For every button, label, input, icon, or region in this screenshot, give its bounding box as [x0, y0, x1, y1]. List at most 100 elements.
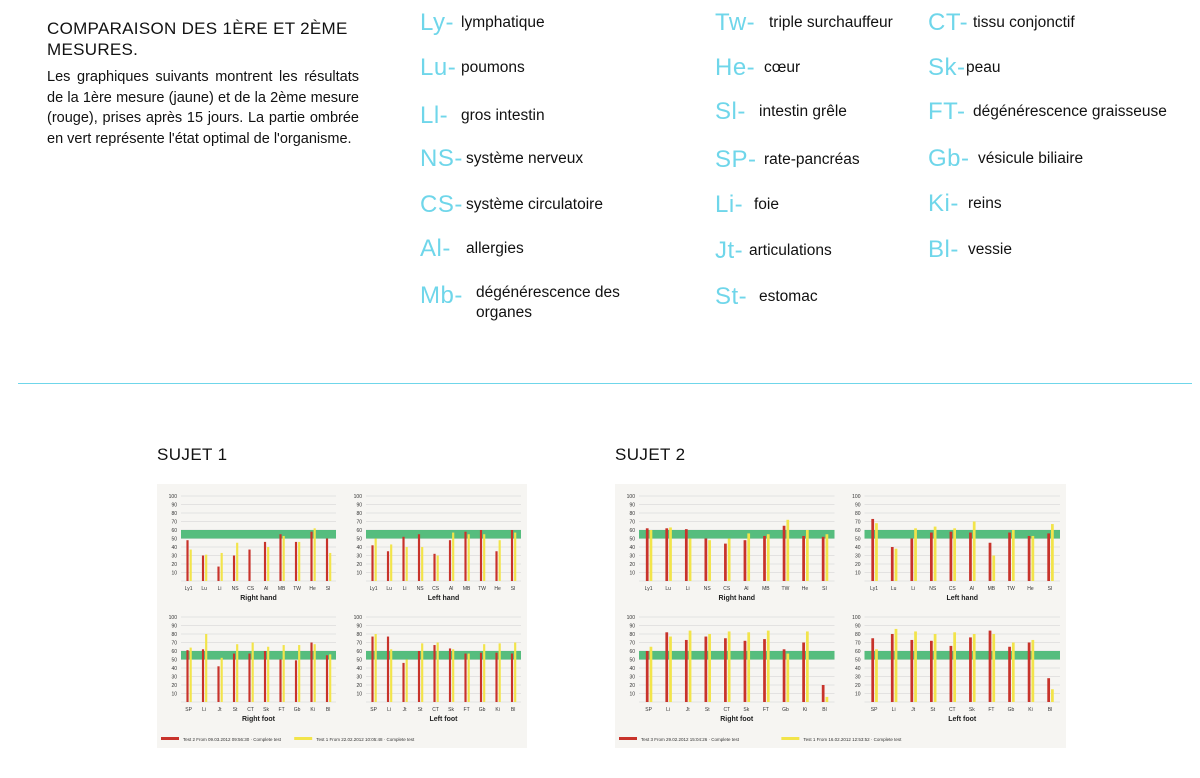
y-tick-label: 90 [855, 624, 861, 630]
bar-yellow [766, 630, 770, 702]
y-tick-label: 50 [855, 537, 861, 543]
y-tick-label: 20 [629, 683, 635, 689]
subject-2-chart: 10 20 30 40 50 60 70 80 90 100 Ly1 Lu Li NS CS Al MB TW He… [615, 484, 1066, 748]
bar-red [645, 528, 649, 581]
bar-yellow [452, 649, 455, 702]
chart-panel: 10 20 30 40 50 60 70 80 90 100 Ly1 Lu Li NS CS Al MB TW He… [169, 494, 336, 602]
x-tick-label: Lu [665, 586, 671, 592]
bar-yellow [282, 535, 285, 581]
bar-red [495, 551, 498, 581]
bar-yellow [766, 534, 770, 581]
x-tick-label: St [705, 707, 710, 713]
x-tick-label: Lu [386, 586, 392, 592]
bar-red [871, 518, 875, 581]
x-tick-label: He [1027, 586, 1034, 592]
legend-abbr: Jt- [715, 237, 744, 264]
x-tick-label: Ki [1028, 707, 1032, 713]
legend-swatch [294, 737, 313, 740]
bar-yellow [236, 644, 239, 702]
x-tick-label: Al [449, 586, 453, 592]
x-tick-label: MB [988, 586, 996, 592]
x-tick-label: TW [782, 586, 790, 592]
bar-yellow [405, 547, 408, 581]
legend-abbr: SP- [715, 146, 757, 173]
y-tick-label: 80 [171, 632, 177, 638]
x-tick-label: SP [370, 707, 377, 713]
bar-red [802, 642, 805, 702]
y-tick-label: 100 [627, 615, 636, 621]
bar-yellow [267, 646, 270, 702]
y-tick-label: 60 [171, 649, 177, 655]
legend-desc: tissu conjonctif [973, 14, 1075, 31]
bar-red [402, 536, 405, 581]
x-tick-label: CS [432, 586, 440, 592]
x-tick-label: Ly1 [870, 586, 878, 592]
y-tick-label: 60 [356, 528, 362, 534]
bar-red [217, 566, 220, 581]
x-tick-label: Li [686, 586, 690, 592]
bar-red [969, 532, 972, 581]
y-tick-label: 80 [855, 511, 861, 517]
bar-red [217, 666, 220, 702]
y-tick-label: 90 [855, 503, 861, 509]
legend-abbr: Bl- [928, 236, 959, 263]
y-tick-label: 50 [171, 658, 177, 664]
bar-yellow [436, 555, 439, 581]
bar-yellow [786, 653, 790, 702]
x-tick-label: NS [417, 586, 425, 592]
x-tick-label: CS [949, 586, 957, 592]
y-tick-label: 60 [629, 649, 635, 655]
legend-label: Test 2 From 09.03.2012 09:56:30 · Comple… [183, 737, 282, 742]
x-tick-label: Al [970, 586, 974, 592]
bar-red [371, 636, 374, 702]
legend-desc: articulations [749, 242, 832, 259]
bar-yellow [805, 530, 809, 581]
chart-panel: 10 20 30 40 50 60 70 80 90 100 SP Li Jt St CT Sk FT Gb Ki B… [354, 615, 521, 723]
legend-desc: triple surchauffeur [769, 14, 893, 31]
bar-red [294, 541, 298, 581]
legend-desc: allergies [466, 240, 524, 257]
x-tick-label: Li [403, 586, 407, 592]
chart-panel: 10 20 30 40 50 60 70 80 90 100 Ly1 Lu Li NS CS Al MB TW He… [354, 494, 521, 602]
optimal-band [864, 651, 1060, 660]
bar-red [704, 636, 708, 702]
bar-red [310, 531, 313, 581]
y-tick-label: 80 [356, 632, 362, 638]
bar-red [665, 528, 669, 581]
y-tick-label: 90 [629, 503, 635, 509]
legend-label: Test 1 From 22.02.2012 10:05:48 · Comple… [316, 737, 415, 742]
chart-panel: 10 20 30 40 50 60 70 80 90 100 Ly1 Lu Li NS CS Al MB TW He… [852, 494, 1060, 602]
bar-red [433, 645, 436, 702]
y-tick-label: 100 [354, 494, 363, 500]
x-tick-label: SP [645, 707, 652, 713]
bar-yellow [875, 649, 878, 702]
bar-red [248, 549, 251, 581]
bar-red [929, 640, 933, 702]
bar-red [949, 645, 953, 702]
y-tick-label: 40 [171, 545, 177, 551]
bar-yellow [972, 521, 976, 581]
bar-red [929, 532, 933, 581]
x-tick-label: TW [293, 586, 301, 592]
bar-red [232, 555, 236, 581]
legend-desc: système circulatoire [466, 196, 603, 213]
panel-title: Left hand [428, 595, 460, 602]
bar-red [1027, 535, 1031, 581]
x-tick-label: CT [949, 707, 956, 713]
legend-desc: gros intestin [461, 107, 545, 124]
bar-red [988, 542, 992, 581]
x-tick-label: SI [1048, 586, 1053, 592]
y-tick-label: 20 [171, 562, 177, 568]
legend-desc: foie [754, 196, 779, 213]
legend-abbr: CT- [928, 9, 969, 36]
x-tick-label: Ly1 [185, 586, 193, 592]
x-tick-label: Gb [1008, 707, 1015, 713]
bar-yellow [498, 643, 501, 702]
x-tick-label: Bl [1048, 707, 1052, 713]
x-tick-label: Sk [969, 707, 975, 713]
x-tick-label: TW [1007, 586, 1015, 592]
bar-yellow [669, 636, 672, 702]
y-tick-label: 90 [171, 503, 177, 509]
bar-yellow [483, 644, 486, 702]
legend-desc: intestin grêle [759, 103, 847, 120]
